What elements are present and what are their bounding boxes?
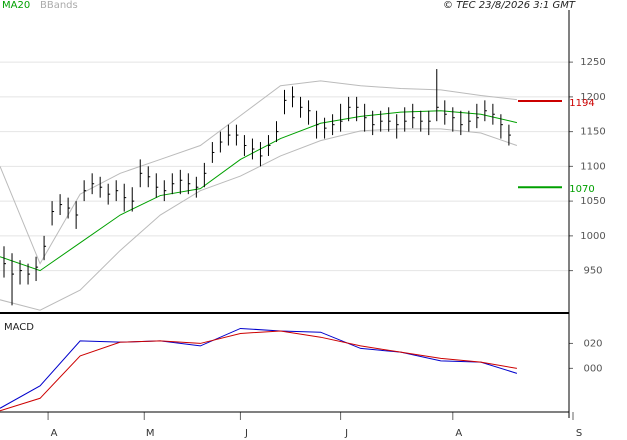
- credit: © TEC 23/8/2026 3:1 GMT: [443, 0, 576, 11]
- macd-title: MACD: [4, 322, 34, 333]
- legend-ma20: MA20: [2, 0, 30, 11]
- level-label: 1194: [569, 98, 594, 109]
- y-tick-label: 1000: [580, 231, 605, 242]
- x-tick-label: A: [51, 428, 58, 439]
- macd-line: [0, 327, 518, 409]
- x-tick-label: S: [576, 428, 582, 439]
- x-tick-label: J: [244, 428, 248, 439]
- level-label: 1070: [569, 184, 594, 195]
- y-tick-label: 020: [583, 338, 602, 349]
- y-tick-label: 1100: [580, 161, 605, 172]
- y-tick-label: 1150: [580, 127, 605, 138]
- y-tick-label: 1050: [580, 196, 605, 207]
- x-tick-label: M: [146, 428, 155, 439]
- macd-line: [0, 330, 517, 412]
- y-tick-label: 950: [583, 266, 602, 277]
- x-tick-label: J: [344, 428, 348, 439]
- legend-bbands: BBands: [40, 0, 78, 11]
- y-tick-label: 1200: [580, 92, 605, 103]
- y-tick-label: 1250: [580, 57, 605, 68]
- y-tick-label: 000: [583, 363, 602, 374]
- x-tick-label: A: [455, 428, 462, 439]
- overlay-line: [0, 80, 517, 265]
